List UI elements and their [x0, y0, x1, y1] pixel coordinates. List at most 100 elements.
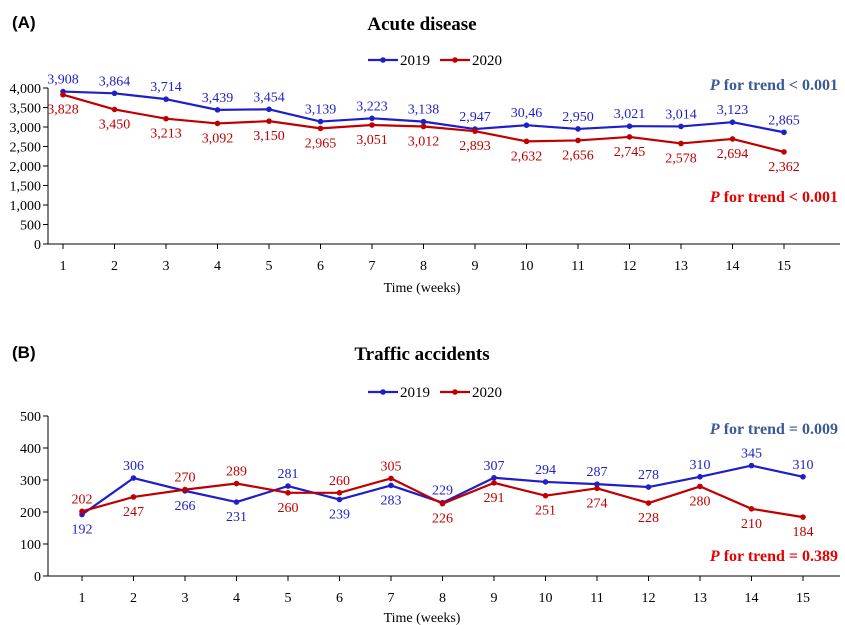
- trend-annotation-text: for trend < 0.001: [720, 189, 838, 206]
- data-label-2020: 274: [587, 496, 608, 511]
- data-label-2019: 3,014: [665, 107, 697, 122]
- data-label-2019: 229: [432, 484, 453, 499]
- trend-annotation-p: P: [709, 421, 720, 438]
- data-label-2020: 247: [123, 505, 144, 520]
- x-tick-label: 10: [539, 591, 553, 606]
- data-point-2020: [130, 494, 137, 500]
- data-point-2020: [542, 492, 549, 499]
- data-point-2020: [266, 118, 272, 124]
- data-point-2020: [575, 137, 581, 144]
- data-point-2020: [523, 138, 530, 145]
- data-point-2020: [678, 140, 684, 147]
- data-label-2019: 266: [175, 499, 196, 514]
- data-point-2019: [388, 482, 394, 489]
- data-point-2020: [285, 490, 291, 496]
- x-tick-label: 5: [285, 591, 292, 606]
- y-tick-label: 2,500: [10, 141, 42, 156]
- data-label-2019: 283: [381, 493, 402, 508]
- legend-label-2019: 2019: [400, 385, 430, 401]
- x-tick-label: 4: [233, 591, 240, 606]
- data-point-2020: [472, 128, 478, 134]
- trend-annotation-p: P: [709, 77, 720, 94]
- trend-annotation-text: for trend = 0.389: [720, 548, 838, 565]
- data-label-2020: 3,828: [47, 103, 79, 118]
- data-point-2020: [626, 134, 633, 140]
- data-label-2020: 305: [381, 459, 402, 474]
- y-tick-label: 2,000: [10, 160, 42, 175]
- data-label-2019: 307: [484, 459, 505, 474]
- data-label-2019: 287: [587, 465, 608, 480]
- data-label-2019: 281: [278, 467, 299, 482]
- panel-label: (B): [12, 343, 36, 362]
- data-point-2020: [748, 506, 755, 512]
- data-point-2020: [233, 480, 240, 487]
- chart-panel-b: (B) Traffic accidents 2019 2020 0 100 200 300 40…: [12, 343, 840, 625]
- data-point-2019: [369, 115, 375, 122]
- y-tick-label: 400: [20, 442, 41, 457]
- legend-label-2020: 2020: [472, 53, 502, 69]
- data-label-2019: 3,223: [356, 99, 388, 114]
- x-tick-label: 8: [439, 591, 446, 606]
- x-tick-label: 5: [266, 259, 273, 274]
- data-label-2020: 280: [690, 494, 711, 509]
- data-label-2020: 3,051: [356, 133, 388, 148]
- legend-marker-2019: [380, 57, 386, 63]
- data-point-2019: [163, 96, 169, 102]
- data-label-2019: 310: [690, 458, 711, 473]
- y-tick-label: 0: [34, 570, 41, 585]
- x-tick-label: 12: [642, 591, 656, 606]
- legend-marker-2020: [452, 57, 458, 63]
- x-tick-label: 4: [214, 259, 221, 274]
- data-point-2020: [388, 475, 394, 482]
- data-label-2020: 2,578: [665, 151, 697, 166]
- trend-annotation: P for trend = 0.009: [709, 421, 838, 438]
- data-label-2020: 2,893: [459, 139, 491, 154]
- x-tick-label: 11: [590, 591, 603, 606]
- data-label-2020: 2,965: [305, 136, 337, 151]
- data-point-2020: [491, 480, 497, 486]
- data-label-2019: 192: [72, 523, 93, 538]
- data-point-2019: [285, 483, 291, 489]
- data-point-2019: [266, 106, 272, 113]
- x-tick-label: 9: [472, 259, 479, 274]
- legend-label-2019: 2019: [400, 53, 430, 69]
- data-label-2019: 3,139: [305, 103, 337, 118]
- data-label-2020: 3,092: [202, 131, 234, 146]
- legend-label-2020: 2020: [472, 385, 502, 401]
- data-point-2019: [542, 479, 549, 485]
- y-tick-label: 0: [34, 238, 41, 253]
- y-tick-label: 3,500: [10, 102, 42, 117]
- data-point-2020: [697, 483, 703, 490]
- data-label-2019: 3,123: [717, 103, 749, 118]
- x-tick-label: 14: [745, 591, 759, 606]
- data-label-2019: 231: [226, 510, 247, 525]
- data-label-2020: 291: [484, 491, 505, 506]
- data-label-2019: 310: [793, 458, 814, 473]
- data-label-2019: 3,454: [253, 90, 285, 105]
- data-label-2020: 210: [741, 517, 762, 532]
- data-label-2020: 3,450: [99, 117, 131, 132]
- x-tick-label: 3: [163, 259, 170, 274]
- data-label-2020: 202: [72, 492, 93, 507]
- x-tick-label: 13: [693, 591, 707, 606]
- y-tick-label: 1,500: [10, 180, 42, 195]
- data-point-2020: [594, 485, 600, 492]
- data-point-2020: [214, 120, 221, 127]
- data-label-2020: 260: [278, 501, 299, 516]
- data-label-2019: 3,908: [47, 73, 79, 88]
- data-label-2020: 2,745: [614, 145, 646, 160]
- x-tick-label: 15: [777, 259, 791, 274]
- data-point-2019: [678, 123, 684, 130]
- data-label-2019: 278: [638, 468, 659, 483]
- y-tick-label: 300: [20, 474, 41, 489]
- data-point-2019: [130, 475, 137, 481]
- data-point-2019: [800, 474, 806, 480]
- data-point-2020: [800, 514, 806, 520]
- data-point-2020: [439, 500, 446, 507]
- data-label-2019: 3,864: [99, 74, 131, 89]
- x-tick-label: 6: [336, 591, 343, 606]
- data-label-2019: 3,021: [614, 107, 646, 122]
- data-point-2019: [645, 484, 652, 490]
- x-tick-label: 2: [130, 591, 137, 606]
